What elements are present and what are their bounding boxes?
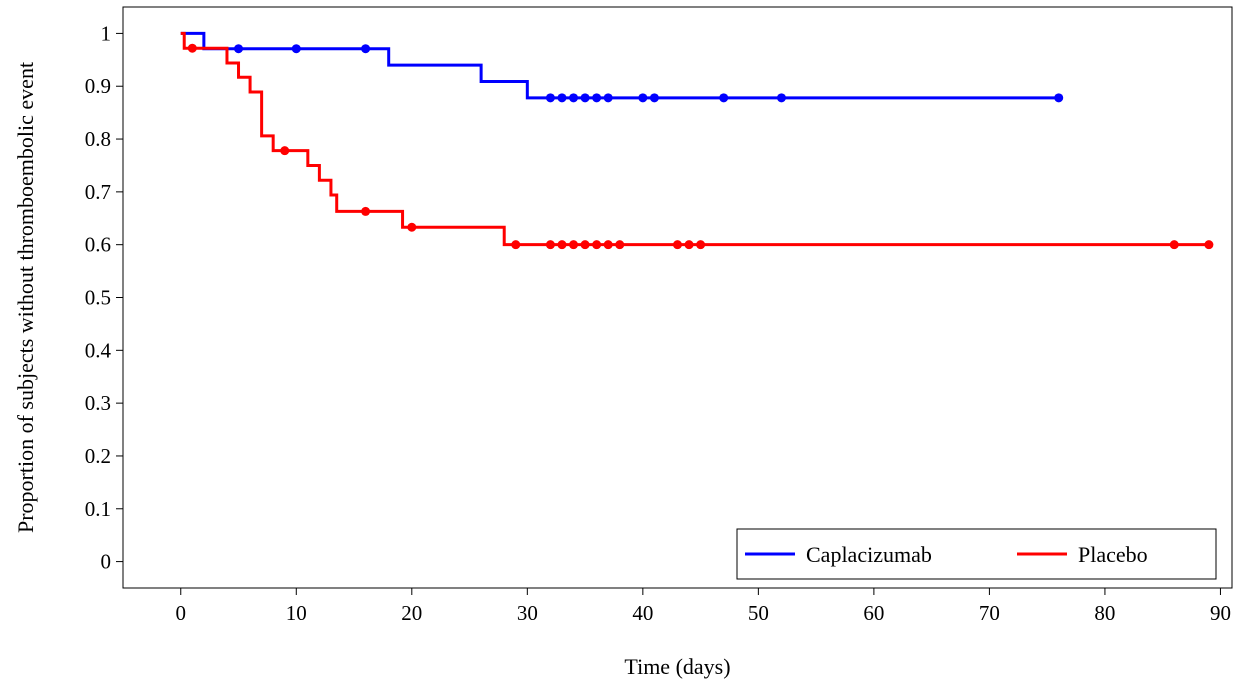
censor-marker [673,240,682,250]
x-tick-label: 50 [748,601,769,625]
censor-marker [1169,240,1179,250]
y-tick-label: 0 [101,550,112,574]
censor-marker [557,93,567,103]
y-tick-label: 0.1 [85,497,111,521]
y-tick-label: 0.5 [85,286,111,310]
y-tick-label: 0.7 [85,180,111,204]
censor-marker [569,93,579,103]
x-tick-label: 20 [401,601,422,625]
censor-marker [580,93,590,103]
censor-marker [719,93,729,103]
x-tick-label: 80 [1094,601,1115,625]
y-tick-label: 0.8 [85,127,111,151]
x-tick-label: 0 [176,601,187,625]
censor-marker [615,240,625,250]
censor-marker [569,240,579,250]
y-tick-label: 0.6 [85,233,111,257]
legend-box [736,528,1217,580]
censor-marker [696,240,706,250]
censor-marker [638,93,648,103]
censor-marker [545,240,555,250]
censor-marker [545,93,555,103]
censor-marker [603,240,613,250]
y-tick-label: 0.4 [85,338,112,362]
censor-marker [511,240,521,250]
censor-marker [776,93,786,103]
series-placebo [180,31,1214,250]
legend-label: Placebo [1078,542,1148,567]
censor-marker [291,44,301,54]
legend-label: Caplacizumab [806,542,932,567]
censor-marker [592,240,602,250]
x-tick-label: 40 [632,601,653,625]
y-tick-label: 0.9 [85,74,111,98]
x-tick-label: 90 [1210,601,1231,625]
y-tick-label: 1 [101,21,112,45]
x-tick-label: 10 [286,601,307,625]
series-layer [180,31,1214,250]
censor-marker [407,222,417,232]
y-tick-label: 0.2 [85,444,111,468]
censor-marker [580,240,590,250]
x-axis-title: Time (days) [624,654,730,679]
x-axis: 0 10 20 30 40 50 60 70 80 90 [176,588,1231,625]
x-tick-label: 30 [517,601,538,625]
y-axis-title: Proportion of subjects without thromboem… [13,62,38,533]
censor-marker [234,44,244,54]
y-axis: 0 0.1 0.2 0.3 0.4 0.5 0.6 0.7 0.8 0.9 1 [85,21,123,574]
censor-marker [557,240,567,250]
censor-marker [592,93,602,103]
censor-marker [361,44,371,54]
censor-marker [280,146,290,156]
censor-marker [187,43,197,53]
plot-frame [122,6,1233,589]
survival-line [180,31,1059,100]
censor-marker [649,93,659,103]
legend: Caplacizumab Placebo [736,528,1217,580]
censor-marker [684,240,694,250]
censor-marker [603,93,613,103]
series-caplacizumab [180,31,1064,103]
censor-marker [1204,240,1214,250]
x-tick-label: 70 [979,601,1000,625]
survival-line [180,31,1209,247]
censor-marker [1054,93,1064,103]
y-tick-label: 0.3 [85,391,111,415]
x-tick-label: 60 [863,601,884,625]
censor-marker [361,206,371,216]
